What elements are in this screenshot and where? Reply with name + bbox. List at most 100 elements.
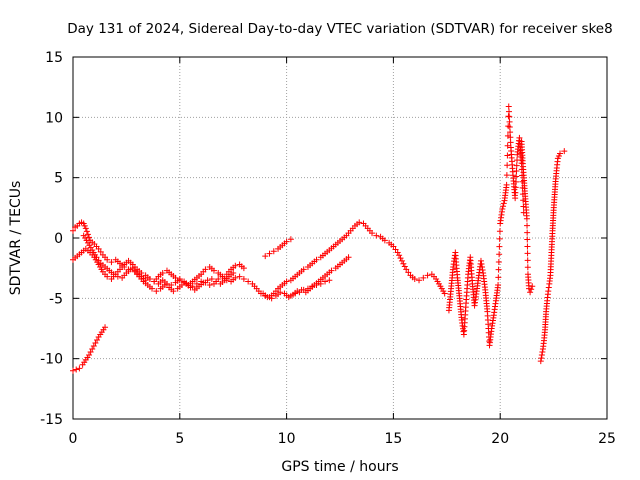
series-track-h: [445, 103, 527, 349]
data-point: [478, 260, 485, 267]
data-point: [200, 279, 207, 286]
data-point: [87, 349, 94, 356]
data-point: [287, 292, 294, 299]
y-axis-label: SDTVAR / TECUs: [8, 181, 24, 296]
data-point: [557, 150, 564, 157]
data-point: [94, 336, 101, 343]
data-point: [104, 273, 111, 280]
y-tick-label: 5: [54, 171, 63, 187]
data-point: [496, 235, 503, 242]
data-point: [561, 148, 568, 155]
data-point: [170, 288, 177, 295]
data-point: [496, 243, 503, 250]
data-point: [102, 324, 109, 331]
data-point: [524, 229, 531, 236]
data-point: [213, 278, 220, 285]
data-point: [539, 349, 546, 356]
series-track-j: [537, 148, 568, 365]
data-point: [84, 231, 91, 238]
data-point: [523, 215, 530, 222]
data-point: [507, 129, 514, 136]
data-point: [513, 162, 520, 169]
data-point: [496, 228, 503, 235]
chart-title: Day 131 of 2024, Sidereal Day-to-day VTE…: [67, 21, 612, 37]
axis-ticks: [72, 56, 608, 420]
data-point: [507, 139, 514, 146]
series-track-c: [80, 232, 237, 295]
data-point: [479, 266, 486, 273]
data-point: [496, 251, 503, 258]
data-point: [524, 257, 531, 264]
data-point: [356, 219, 363, 226]
data-point: [398, 257, 405, 264]
data-point: [381, 237, 388, 244]
data-point: [397, 255, 404, 262]
data-point: [538, 352, 545, 359]
data-point: [524, 222, 531, 229]
data-point: [317, 280, 324, 287]
data-point: [424, 272, 431, 279]
data-point: [545, 288, 552, 295]
data-point: [441, 290, 448, 297]
data-point: [83, 228, 90, 235]
data-point: [396, 252, 403, 259]
data-point: [328, 267, 335, 274]
data-point: [90, 342, 97, 349]
data-point: [394, 249, 401, 256]
data-point: [527, 289, 534, 296]
x-tick-label: 25: [598, 431, 616, 447]
data-point: [114, 273, 121, 280]
series-track-b: [70, 245, 247, 289]
data-point: [138, 269, 145, 276]
data-point: [495, 282, 502, 289]
y-tick-label: -15: [40, 412, 63, 428]
data-point: [513, 168, 520, 175]
data-point: [479, 263, 486, 270]
data-point: [506, 123, 513, 130]
data-point: [524, 250, 531, 257]
series-track-i: [518, 138, 536, 296]
data-point: [528, 286, 535, 293]
data-point: [512, 178, 519, 185]
data-point: [159, 269, 166, 276]
data-series: [70, 103, 568, 374]
data-point: [313, 282, 320, 289]
x-axis-label: GPS time / hours: [281, 459, 398, 475]
data-point: [524, 243, 531, 250]
data-point: [373, 232, 380, 239]
data-point: [204, 277, 211, 284]
data-point: [210, 267, 217, 274]
data-point: [506, 118, 513, 125]
series-track-e: [262, 236, 294, 260]
data-point: [86, 234, 93, 241]
grid: [73, 57, 607, 419]
data-point: [82, 225, 89, 232]
data-point: [236, 273, 243, 280]
data-point: [369, 230, 376, 237]
data-point: [245, 278, 252, 285]
data-point: [504, 162, 511, 169]
data-point: [178, 282, 185, 289]
data-point: [506, 113, 513, 120]
data-point: [507, 134, 514, 141]
series-track-f: [287, 277, 333, 299]
y-tick-label: 0: [54, 231, 63, 247]
data-point: [524, 236, 531, 243]
data-point: [504, 142, 511, 149]
data-point: [89, 346, 96, 353]
data-point: [232, 274, 239, 281]
data-point: [495, 274, 502, 281]
data-point: [97, 248, 104, 255]
data-point: [240, 276, 247, 283]
x-tick-labels: 0 5 10 15 20 25: [69, 431, 616, 447]
data-point: [345, 254, 352, 261]
data-point: [206, 282, 213, 289]
data-point: [219, 273, 226, 280]
data-point: [93, 254, 100, 261]
x-tick-label: 20: [491, 431, 509, 447]
data-point: [512, 195, 519, 202]
data-point: [495, 258, 502, 265]
data-point: [232, 262, 239, 269]
data-point: [322, 278, 329, 285]
